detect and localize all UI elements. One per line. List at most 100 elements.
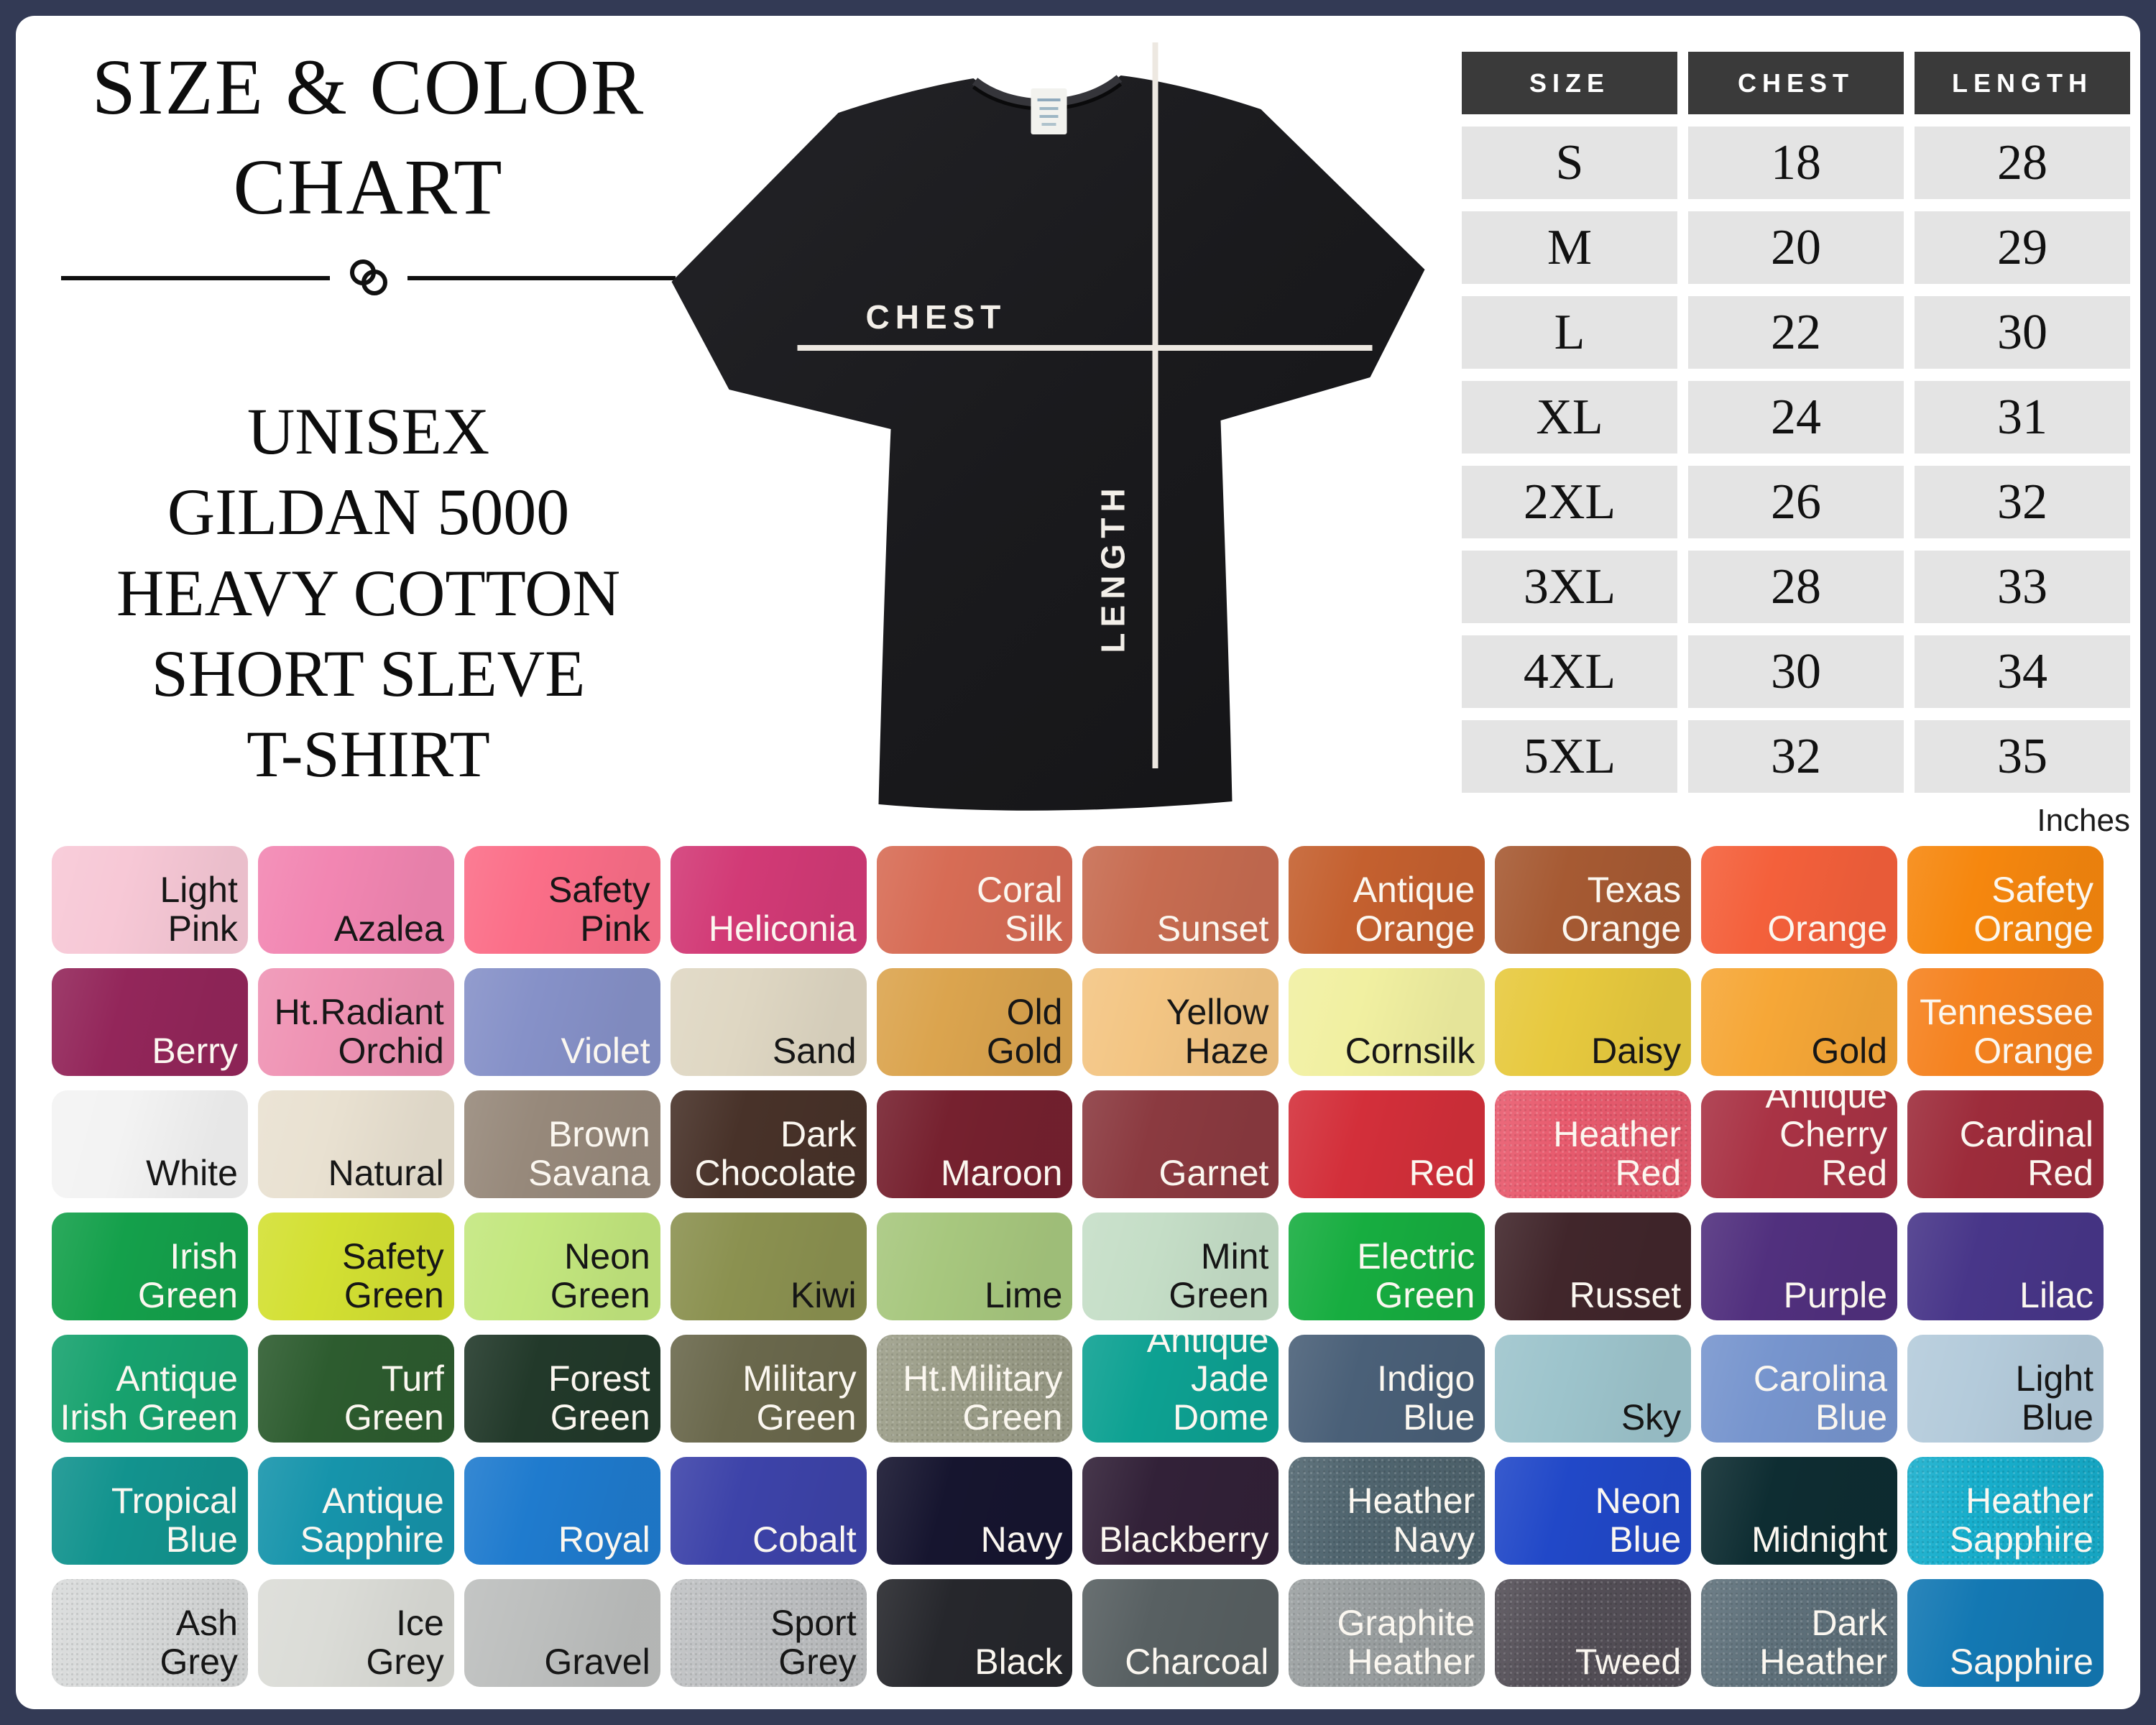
color-swatch-label: Antique: [116, 1358, 238, 1399]
product-line-unisex: UNISEX: [247, 395, 490, 469]
page-title-line1: SIZE & COLOR: [91, 43, 645, 131]
color-swatch-label: Military: [742, 1358, 857, 1399]
size-table-cell: 28: [1915, 126, 2130, 199]
color-swatch: Neon Green: [464, 1213, 660, 1320]
color-swatch: Turf Green: [257, 1335, 454, 1443]
color-swatch: Maroon: [876, 1090, 1073, 1198]
size-table-section: SIZE CHEST LENGTH S 18 28 M 20 29 L 22 30 XL 24 31 2XL 2…: [1462, 52, 2130, 839]
color-swatch-label: Orange: [1973, 1031, 2093, 1071]
color-swatch-label: Sapphire: [1949, 1519, 2093, 1560]
color-swatch: Mint Green: [1082, 1213, 1279, 1320]
color-swatch: Russet: [1495, 1213, 1692, 1320]
color-swatch: Charcoal: [1082, 1579, 1279, 1687]
color-swatch-label: Heather: [1759, 1642, 1888, 1682]
color-swatch-label: Green: [756, 1397, 857, 1438]
color-swatch: Electric Green: [1289, 1213, 1485, 1320]
color-swatch-label: Navy: [980, 1519, 1063, 1560]
color-swatch-label: Cobalt: [752, 1519, 857, 1560]
color-swatch: Coral Silk: [876, 846, 1073, 954]
size-table-cell: 22: [1688, 296, 1904, 369]
color-swatch: Ice Grey: [257, 1579, 454, 1687]
color-swatch-label: Black: [975, 1642, 1063, 1682]
color-swatch-label: Orange: [1767, 908, 1888, 949]
color-swatch: Black: [876, 1579, 1073, 1687]
color-swatch: Indigo Blue: [1289, 1335, 1485, 1443]
color-swatch: Carolina Blue: [1701, 1335, 1898, 1443]
color-swatch: Garnet: [1082, 1090, 1279, 1198]
color-swatch-label: Kiwi: [790, 1275, 857, 1315]
color-swatch: Antique Irish Green: [52, 1335, 248, 1443]
color-swatch: Light Pink: [52, 846, 248, 954]
size-table-cell: 4XL: [1462, 635, 1677, 708]
color-swatch: Sky: [1495, 1335, 1692, 1443]
size-table-cell: XL: [1462, 381, 1677, 454]
color-swatch-label: Antique: [1353, 870, 1475, 910]
color-swatch-label: Natural: [328, 1153, 444, 1193]
color-swatch-label: Indigo: [1377, 1358, 1475, 1399]
color-swatch-label: Sport: [770, 1603, 857, 1643]
color-swatch: Ht.Radiant Orchid: [257, 968, 454, 1076]
color-swatch-label: Orange: [1561, 908, 1682, 949]
color-swatch: Sapphire: [1907, 1579, 2104, 1687]
color-swatch: Antique Orange: [1289, 846, 1485, 954]
color-swatch-label: Pink: [580, 908, 650, 949]
color-swatch-label: Sand: [772, 1031, 857, 1071]
color-swatch-label: Mint: [1200, 1236, 1269, 1276]
color-swatch: Purple: [1701, 1213, 1898, 1320]
color-swatch: Tennessee Orange: [1907, 968, 2104, 1076]
color-swatch: Dark Heather: [1701, 1579, 1898, 1687]
size-table-cell: 30: [1915, 296, 2130, 369]
color-swatch-label: Grey: [366, 1642, 444, 1682]
color-swatch-label: Berry: [152, 1031, 238, 1071]
color-swatch: Sunset: [1082, 846, 1279, 954]
color-swatch-label: Tweed: [1575, 1642, 1682, 1682]
neck-tag: [1031, 88, 1067, 134]
color-swatch-label: Navy: [1393, 1519, 1475, 1560]
color-swatch-label: Electric: [1357, 1236, 1475, 1276]
color-swatch: Ash Grey: [52, 1579, 248, 1687]
color-swatch: Cobalt: [670, 1457, 867, 1565]
color-swatch-label: Orange: [1973, 908, 2093, 949]
color-swatch: Heather Sapphire: [1907, 1457, 2104, 1565]
size-table-cell: 34: [1915, 635, 2130, 708]
size-table-cell: 32: [1915, 466, 2130, 538]
color-swatch: Heather Navy: [1289, 1457, 1485, 1565]
size-table-cell: 20: [1688, 211, 1904, 284]
color-swatch: Cardinal Red: [1907, 1090, 2104, 1198]
color-swatch-label: Antique: [1146, 1335, 1269, 1360]
color-swatch-label: Chocolate: [694, 1153, 857, 1193]
color-swatch: Gravel: [464, 1579, 660, 1687]
color-swatch: Antique Cherry Red: [1701, 1090, 1898, 1198]
page-title: SIZE & COLOR CHART: [43, 37, 694, 236]
color-swatch-label: Russet: [1569, 1275, 1682, 1315]
color-swatch-label: Blue: [165, 1519, 238, 1560]
color-swatch-label: Midnight: [1751, 1519, 1888, 1560]
color-swatch: Safety Pink: [464, 846, 660, 954]
color-swatch-label: Ht.Radiant: [274, 992, 444, 1032]
color-swatch-label: Sky: [1621, 1397, 1682, 1438]
color-swatch: Light Blue: [1907, 1335, 2104, 1443]
color-swatch-label: Carolina: [1753, 1358, 1888, 1399]
color-swatch: Neon Blue: [1495, 1457, 1692, 1565]
color-swatch-label: Green: [550, 1275, 650, 1315]
size-table-cell: 35: [1915, 720, 2130, 793]
size-table-cell: 24: [1688, 381, 1904, 454]
color-swatch: Heather Red: [1495, 1090, 1692, 1198]
chest-measure-label: CHEST: [866, 298, 1007, 336]
color-swatch: Gold: [1701, 968, 1898, 1076]
size-table-cell: 33: [1915, 551, 2130, 623]
color-swatch-label: Ash: [175, 1603, 238, 1643]
color-swatch: Sand: [670, 968, 867, 1076]
color-swatch-label: Antique: [1765, 1090, 1888, 1116]
color-swatch: Texas Orange: [1495, 846, 1692, 954]
color-swatch-label: Silk: [1004, 908, 1063, 949]
color-swatch-label: Cherry Red: [1779, 1114, 1888, 1193]
color-swatch-label: Maroon: [940, 1153, 1063, 1193]
color-swatch: Antique Sapphire: [257, 1457, 454, 1565]
size-table-cell: 26: [1688, 466, 1904, 538]
color-swatch-label: Coral: [977, 870, 1063, 910]
color-swatch-label: Neon: [564, 1236, 650, 1276]
color-swatch-label: Irish: [170, 1236, 238, 1276]
color-swatch-label: Green: [344, 1397, 444, 1438]
color-swatch-label: Heather: [1347, 1642, 1475, 1682]
